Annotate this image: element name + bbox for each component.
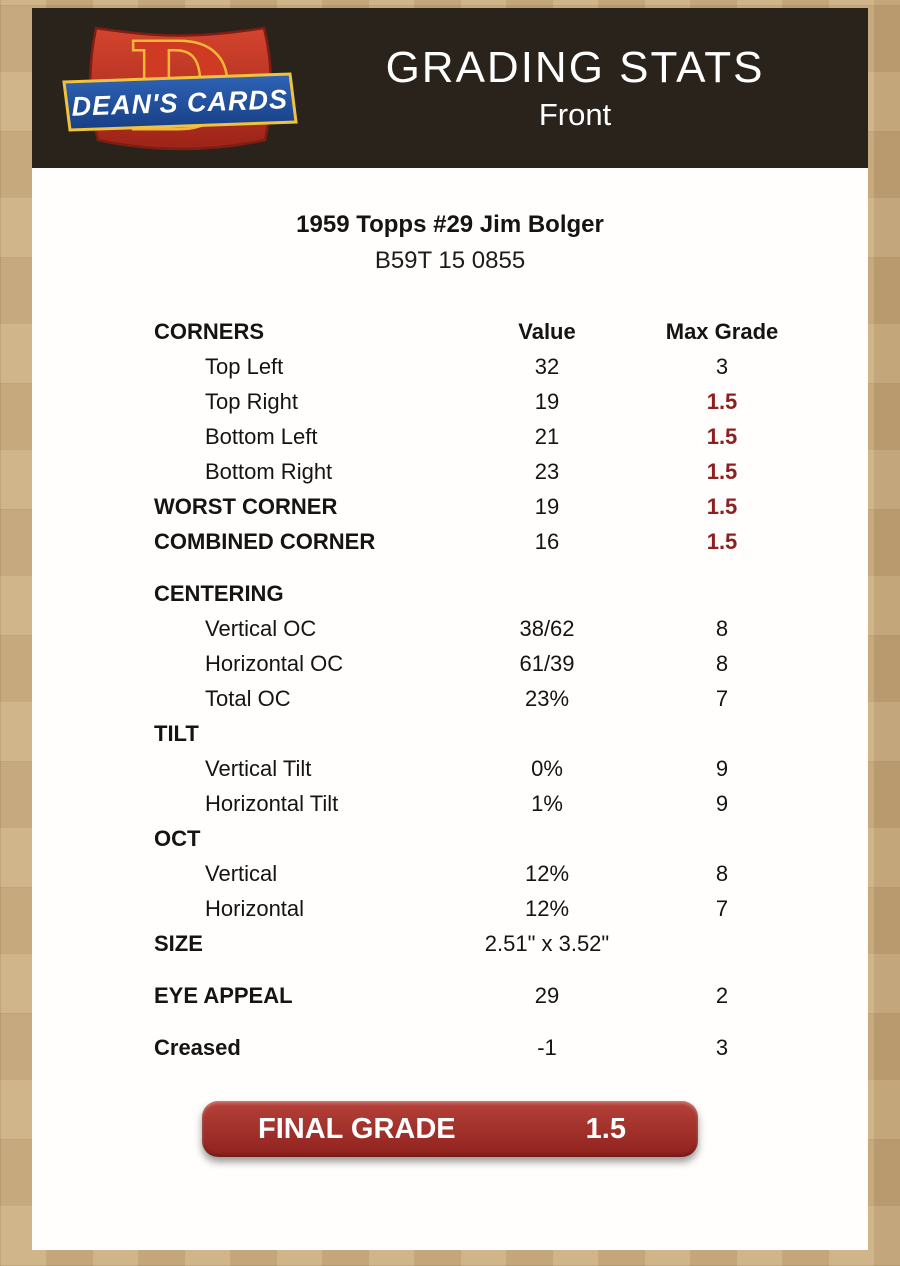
table-row: Top Right 19 1.5 — [154, 384, 812, 419]
card-title: 1959 Topps #29 Jim Bolger — [296, 211, 604, 238]
row-label: Total OC — [205, 685, 291, 711]
table-row: EYE APPEAL 29 2 — [154, 978, 812, 1013]
row-label: Top Left — [205, 353, 284, 379]
column-header-value: Value — [518, 318, 576, 344]
row-value: 23 — [534, 458, 560, 484]
row-value: 0% — [531, 755, 563, 781]
row-max-grade: 8 — [715, 615, 729, 641]
row-value: 12% — [524, 860, 570, 886]
row-label-creased: Creased — [154, 1034, 241, 1060]
row-label: Horizontal Tilt — [205, 790, 339, 816]
row-max-grade: 7 — [715, 685, 729, 711]
table-row: OCT — [154, 821, 812, 856]
table-row: Bottom Right 23 1.5 — [154, 454, 812, 489]
table-row: WORST CORNER 19 1.5 — [154, 489, 812, 524]
table-row: Horizontal 12% 7 — [154, 891, 812, 926]
table-row: Total OC 23% 7 — [154, 681, 812, 716]
row-max-grade: 1.5 — [706, 388, 738, 414]
row-label: Top Right — [205, 388, 298, 414]
deans-cards-logo: D DEAN'S CARDS — [62, 22, 298, 154]
row-label: Vertical OC — [205, 615, 317, 641]
page-title: GRADING STATS — [385, 42, 765, 92]
row-max-grade: 3 — [715, 353, 729, 379]
table-row: Vertical 12% 8 — [154, 856, 812, 891]
row-value: 21 — [534, 423, 560, 449]
row-max-grade: 1.5 — [706, 458, 738, 484]
section-label-size: SIZE — [154, 930, 203, 956]
final-grade-value: 1.5 — [585, 1112, 626, 1145]
row-label: Horizontal OC — [205, 650, 344, 676]
page-subtitle: Front — [538, 97, 612, 133]
section-label-oct: OCT — [154, 825, 201, 851]
section-label-tilt: TILT — [154, 720, 199, 746]
row-max-grade: 1.5 — [706, 493, 738, 519]
row-label: Bottom Left — [205, 423, 318, 449]
row-value: 23% — [524, 685, 570, 711]
row-max-grade: 1.5 — [706, 423, 738, 449]
card-serial: B59T 15 0855 — [374, 247, 526, 274]
table-row: Top Left 32 3 — [154, 349, 812, 384]
table-row: TILT — [154, 716, 812, 751]
row-label: Bottom Right — [205, 458, 333, 484]
row-label: COMBINED CORNER — [154, 528, 376, 554]
final-grade-bar: FINAL GRADE 1.5 — [202, 1101, 698, 1157]
section-label-corners: CORNERS — [154, 318, 265, 344]
row-value: 19 — [534, 388, 560, 414]
row-max-grade: 7 — [715, 895, 729, 921]
row-label: Vertical — [205, 860, 278, 886]
table-row: Vertical OC 38/62 8 — [154, 611, 812, 646]
row-value: 2.51" x 3.52" — [484, 930, 610, 956]
row-label: Horizontal — [205, 895, 305, 921]
row-label: Vertical Tilt — [205, 755, 312, 781]
row-max-grade: 3 — [715, 1034, 729, 1060]
row-value: 1% — [531, 790, 563, 816]
row-value: 38/62 — [519, 615, 575, 641]
row-value: 29 — [534, 982, 560, 1008]
row-max-grade: 1.5 — [706, 528, 738, 554]
table-row: Bottom Left 21 1.5 — [154, 419, 812, 454]
table-row: CENTERING — [154, 576, 812, 611]
header-titles: GRADING STATS Front — [288, 8, 862, 168]
table-row: Horizontal OC 61/39 8 — [154, 646, 812, 681]
row-max-grade: 8 — [715, 650, 729, 676]
table-row: SIZE 2.51" x 3.52" — [154, 926, 812, 961]
table-row: Horizontal Tilt 1% 9 — [154, 786, 812, 821]
row-value: 19 — [534, 493, 560, 519]
row-value: 16 — [534, 528, 560, 554]
row-max-grade: 8 — [715, 860, 729, 886]
table-header-row: CORNERS Value Max Grade — [154, 314, 812, 349]
column-header-max-grade: Max Grade — [665, 318, 779, 344]
table-row: COMBINED CORNER 16 1.5 — [154, 524, 812, 559]
row-max-grade: 9 — [715, 755, 729, 781]
stats-table: CORNERS Value Max Grade Top Left 32 3 To… — [154, 314, 812, 1065]
section-label-eye-appeal: EYE APPEAL — [154, 982, 293, 1008]
section-label-centering: CENTERING — [154, 580, 284, 606]
row-max-grade: 2 — [715, 982, 729, 1008]
header-bar: D DEAN'S CARDS GRADING STATS Front — [32, 8, 868, 168]
row-value: 32 — [534, 353, 560, 379]
row-value: 61/39 — [519, 650, 575, 676]
row-value: -1 — [537, 1034, 557, 1060]
grading-stats-card: D DEAN'S CARDS GRADING STATS Front 1959 … — [32, 8, 868, 1250]
table-row: Creased -1 3 — [154, 1030, 812, 1065]
table-row: Vertical Tilt 0% 9 — [154, 751, 812, 786]
row-max-grade: 9 — [715, 790, 729, 816]
row-label: WORST CORNER — [154, 493, 338, 519]
final-grade-label: FINAL GRADE — [258, 1112, 456, 1145]
row-value: 12% — [524, 895, 570, 921]
logo-ribbon — [62, 72, 298, 132]
